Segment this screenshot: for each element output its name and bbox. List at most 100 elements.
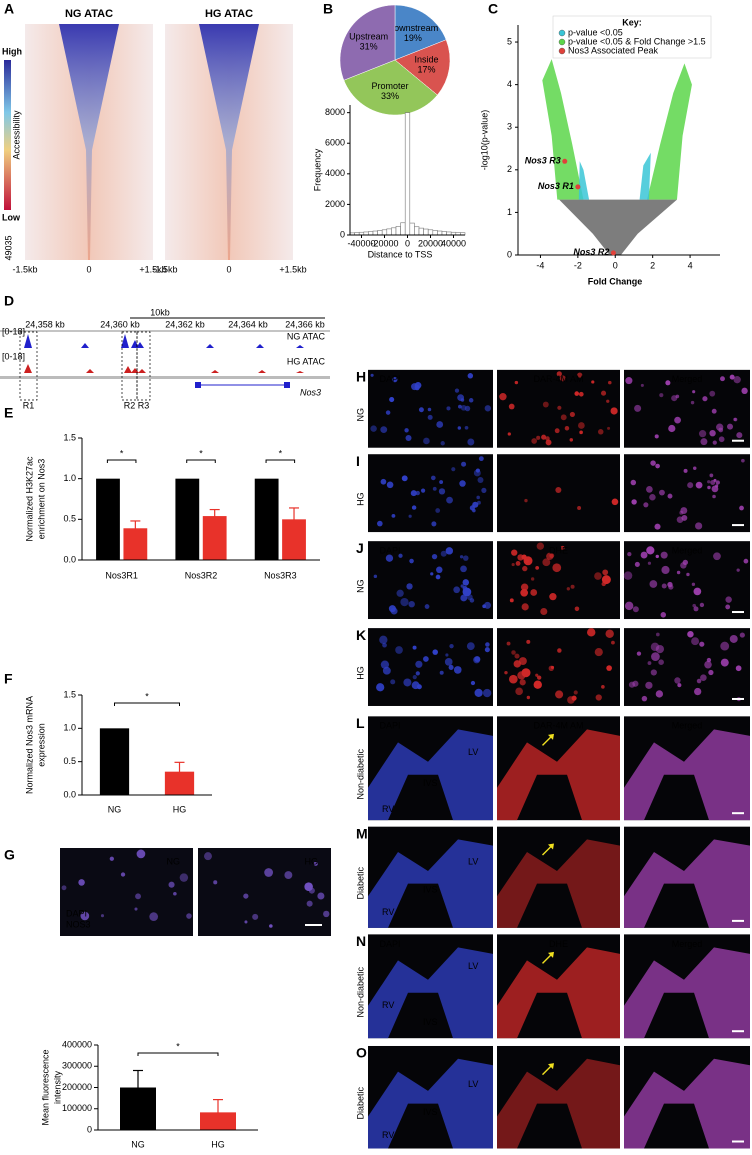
condition-label: Non-diabetic bbox=[355, 749, 365, 800]
cell bbox=[467, 373, 474, 379]
cell bbox=[739, 632, 745, 638]
arrow bbox=[542, 951, 554, 964]
cell bbox=[458, 404, 462, 409]
cell bbox=[416, 684, 422, 690]
region-label: R1 bbox=[23, 400, 35, 410]
slice-value: 19% bbox=[404, 33, 422, 43]
cell bbox=[674, 416, 681, 424]
cell bbox=[149, 912, 159, 921]
cell bbox=[549, 553, 555, 559]
panel-label: O bbox=[356, 1045, 367, 1061]
point-cloud bbox=[559, 199, 677, 255]
cell bbox=[674, 677, 681, 684]
cell bbox=[704, 660, 712, 669]
row-count: 49035 bbox=[3, 235, 13, 260]
legend-swatch bbox=[558, 47, 566, 55]
cell bbox=[694, 687, 702, 696]
cell bbox=[693, 466, 697, 471]
cell bbox=[423, 656, 429, 662]
tissue bbox=[497, 947, 620, 1039]
panel-label: F bbox=[4, 671, 13, 687]
cell bbox=[729, 374, 735, 380]
y-tick-label: 0.5 bbox=[63, 514, 76, 524]
cell bbox=[308, 887, 315, 894]
y-tick-label: 1.5 bbox=[63, 689, 76, 699]
cell bbox=[706, 657, 712, 663]
cell bbox=[418, 407, 424, 413]
panel-label: H bbox=[356, 369, 366, 385]
cell bbox=[410, 490, 417, 497]
cell bbox=[484, 647, 490, 653]
cell bbox=[557, 405, 562, 410]
bar bbox=[123, 528, 148, 560]
cell bbox=[530, 589, 538, 596]
stain-label: NOS3 bbox=[66, 919, 91, 929]
micrograph bbox=[198, 848, 331, 936]
legend-label: p-value <0.05 & Fold Change >1.5 bbox=[568, 36, 706, 46]
y-tick-label: 2 bbox=[507, 164, 512, 174]
cell bbox=[702, 396, 708, 402]
cell bbox=[736, 568, 740, 572]
axis bbox=[97, 1045, 258, 1131]
cell bbox=[499, 393, 507, 401]
channel-label: Merged bbox=[672, 721, 703, 731]
region-label: R2 bbox=[124, 400, 136, 410]
cell bbox=[409, 558, 414, 564]
cell bbox=[390, 679, 396, 685]
region-label: LV bbox=[468, 856, 478, 866]
cell bbox=[436, 421, 444, 428]
cell bbox=[555, 487, 562, 494]
cell bbox=[445, 653, 449, 657]
cell bbox=[396, 589, 404, 597]
cell bbox=[406, 583, 413, 590]
cell bbox=[693, 606, 699, 612]
cell bbox=[446, 406, 451, 411]
tissue bbox=[624, 947, 750, 1039]
heatmap-signal bbox=[59, 24, 119, 260]
x-axis-label: Fold Change bbox=[588, 276, 643, 286]
cell bbox=[439, 670, 444, 675]
y-tick-label: 400000 bbox=[62, 1039, 92, 1049]
cell bbox=[649, 580, 658, 588]
cell bbox=[646, 546, 655, 555]
cell bbox=[552, 563, 562, 573]
cell bbox=[373, 574, 378, 579]
x-tick-label: 0 bbox=[226, 264, 231, 274]
cell bbox=[665, 380, 671, 386]
cell bbox=[715, 480, 720, 485]
cell bbox=[668, 424, 676, 433]
cell bbox=[655, 632, 660, 637]
x-tick-label: -20000 bbox=[370, 238, 398, 248]
image-label: NG bbox=[167, 856, 181, 866]
x-tick-label: -4 bbox=[536, 260, 544, 270]
cell bbox=[423, 437, 430, 445]
y-tick-label: 200000 bbox=[62, 1082, 92, 1092]
cell bbox=[243, 893, 249, 899]
cell bbox=[602, 569, 609, 576]
cell bbox=[655, 463, 660, 469]
panel-label: N bbox=[356, 933, 366, 949]
panel-label: G bbox=[4, 847, 15, 863]
cell bbox=[432, 649, 438, 655]
cell bbox=[725, 604, 731, 610]
cell bbox=[459, 480, 466, 487]
cell bbox=[380, 478, 387, 485]
cell bbox=[472, 508, 476, 513]
point-cloud bbox=[647, 63, 692, 200]
peak-point bbox=[610, 250, 616, 256]
cell bbox=[607, 380, 612, 385]
tissue bbox=[368, 729, 493, 821]
cell bbox=[577, 372, 583, 378]
colorbar-low: Low bbox=[2, 212, 21, 222]
cell bbox=[454, 388, 460, 393]
cell bbox=[313, 861, 318, 866]
cell bbox=[473, 469, 481, 477]
cell bbox=[540, 607, 548, 616]
y-tick-label: 100000 bbox=[62, 1103, 92, 1113]
pie-slice bbox=[339, 4, 396, 81]
cell bbox=[606, 399, 610, 403]
cell bbox=[557, 648, 562, 653]
cell bbox=[733, 417, 738, 422]
panel-label: J bbox=[356, 540, 364, 556]
cell bbox=[687, 482, 694, 489]
